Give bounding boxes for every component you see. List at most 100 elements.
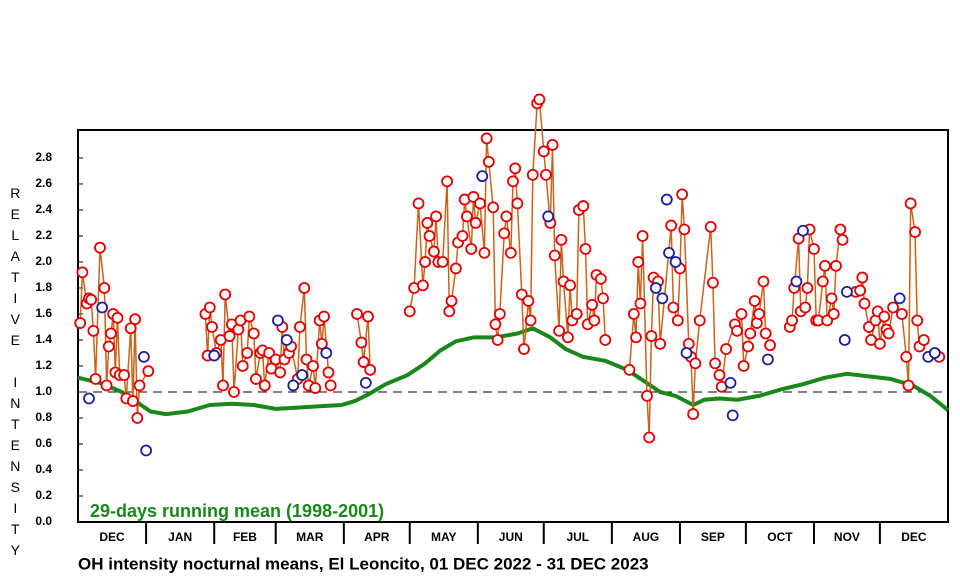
x-tick-label: MAR	[296, 530, 324, 544]
data-point	[928, 347, 941, 359]
data-point	[917, 334, 930, 346]
data-point	[443, 305, 456, 318]
y-tick-label: 2.4	[35, 202, 52, 216]
data-point	[460, 210, 473, 223]
data-point	[296, 369, 308, 381]
y-tick-label: 0.4	[35, 462, 52, 476]
data-point	[223, 330, 236, 342]
data-point	[836, 233, 849, 246]
data-point	[841, 285, 853, 298]
data-point	[671, 314, 684, 327]
annotation: 29-days running mean (1998-2001)	[90, 501, 384, 521]
data-point	[124, 322, 137, 335]
data-point	[854, 284, 867, 297]
data-point	[909, 226, 921, 238]
x-tick-label: DEC	[901, 530, 927, 544]
data-point	[140, 444, 153, 457]
data-point	[660, 193, 673, 206]
running-mean-line	[77, 326, 950, 417]
data-point	[689, 357, 702, 370]
data-point	[555, 233, 568, 246]
data-point	[799, 301, 812, 314]
data-point	[507, 175, 519, 188]
data-point	[258, 379, 271, 392]
x-tick-label: SEP	[701, 530, 725, 544]
y-tick-label: 2.0	[35, 254, 52, 268]
data-point	[827, 308, 840, 320]
data-point	[76, 266, 89, 279]
data-point	[656, 292, 669, 305]
data-point	[748, 295, 761, 307]
data-point	[911, 314, 924, 327]
data-point	[524, 314, 537, 327]
data-point	[208, 349, 221, 362]
x-tick-label: JAN	[168, 530, 192, 544]
data-point	[643, 431, 656, 444]
data-point	[287, 379, 300, 392]
data-point	[98, 282, 111, 294]
data-point	[900, 350, 913, 363]
data-point	[469, 217, 482, 229]
data-point	[430, 210, 443, 223]
data-point	[493, 308, 506, 320]
data-point	[533, 93, 546, 106]
data-point	[500, 210, 513, 223]
data-point	[790, 275, 803, 288]
data-point	[318, 310, 330, 323]
x-tick-label: AUG	[633, 530, 660, 544]
data-point	[355, 336, 368, 349]
data-point	[693, 314, 706, 327]
data-point	[632, 256, 645, 268]
data-point	[274, 366, 287, 379]
data-point	[362, 310, 374, 323]
data-point	[445, 295, 458, 307]
data-point	[219, 288, 232, 301]
y-tick-label: 0.2	[35, 488, 52, 502]
data-point	[526, 168, 539, 181]
data-point	[498, 227, 511, 240]
data-point	[830, 259, 842, 272]
data-point	[322, 366, 335, 379]
data-point	[105, 327, 117, 340]
data-point	[634, 297, 647, 310]
y-tick-label: 1.0	[35, 384, 52, 398]
data-point	[630, 331, 642, 344]
data-point	[678, 223, 691, 236]
x-tick-label: JUN	[499, 530, 523, 544]
data-point	[764, 339, 776, 352]
data-point	[465, 243, 478, 255]
data-point	[142, 365, 155, 378]
y-tick-label: 0.8	[35, 410, 52, 424]
data-point	[797, 224, 809, 237]
y-axis-label: RELATIVE INTENSITY	[7, 185, 23, 563]
data-point	[511, 197, 524, 210]
data-point	[834, 223, 847, 236]
data-point	[480, 132, 493, 145]
data-point	[577, 200, 590, 212]
y-tick-label: 2.2	[35, 228, 52, 242]
data-point	[357, 356, 370, 368]
data-point	[627, 308, 640, 320]
data-point	[272, 314, 284, 327]
data-point	[704, 220, 717, 233]
data-point	[131, 412, 144, 424]
data-point	[882, 327, 895, 340]
x-tick-label: JUL	[566, 530, 589, 544]
y-tick-label: 1.4	[35, 332, 52, 346]
data-point	[737, 360, 750, 372]
data-point	[825, 292, 838, 305]
data-point	[636, 230, 649, 242]
y-tick-label: 1.2	[35, 358, 52, 372]
data-point	[127, 395, 139, 407]
data-point	[895, 308, 908, 320]
data-point	[509, 162, 522, 175]
data-point	[654, 337, 667, 350]
data-point	[217, 379, 229, 392]
data-point	[744, 327, 757, 340]
x-tick-label: DEC	[99, 530, 125, 544]
data-point	[753, 308, 765, 320]
data-point	[537, 145, 550, 158]
data-point	[102, 340, 115, 353]
data-point	[562, 331, 574, 344]
data-point	[709, 357, 722, 370]
